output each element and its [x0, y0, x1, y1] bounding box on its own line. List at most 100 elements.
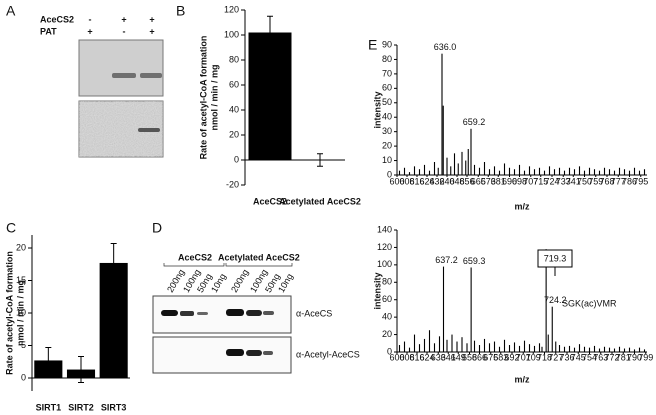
antibody-label: α-AceCS — [296, 308, 332, 318]
x-tick-label: 727 — [548, 352, 563, 362]
x-tick-label: 768 — [599, 176, 614, 186]
y-tick-label: 60 — [229, 79, 239, 89]
x-tick-label: 624 — [419, 352, 434, 362]
y-tick-label: 0 — [387, 346, 392, 356]
x-tick-label: SIRT2 — [68, 402, 94, 412]
panel-label: E — [368, 37, 377, 53]
x-axis-label: m/z — [514, 201, 530, 211]
y-tick-label: 120 — [224, 4, 239, 14]
x-tick-label: 632 — [429, 176, 444, 186]
error-bar — [110, 242, 117, 283]
x-tick-label: 608 — [399, 352, 414, 362]
y-tick-label: 0 — [387, 169, 392, 179]
y-tick-label: 90 — [382, 39, 392, 49]
x-tick-label: 666 — [472, 352, 487, 362]
x-tick-label: AceCS2 — [253, 196, 287, 206]
x-tick-label: 692 — [504, 352, 519, 362]
y-tick-label: 70 — [382, 68, 392, 78]
x-tick-label: 600 — [389, 352, 404, 362]
x-tick-label: 665 — [471, 176, 486, 186]
x-tick-label: 600 — [389, 176, 404, 186]
antibody-label: α-Acetyl-AceCS — [296, 349, 360, 359]
row-label: AceCS2 — [40, 14, 74, 24]
x-tick-label: 641 — [441, 352, 456, 362]
y-tick-label: 100 — [224, 29, 239, 39]
y-axis-label: nmol / min / mg — [209, 64, 219, 130]
x-tick-label: 777 — [611, 176, 626, 186]
x-tick-label: 690 — [502, 176, 517, 186]
blot-band — [263, 351, 273, 355]
y-tick-label: 0 — [234, 154, 239, 164]
x-tick-label: 736 — [559, 352, 574, 362]
bar — [248, 32, 292, 160]
y-tick-label: 10 — [16, 307, 26, 317]
y-tick-label: 100 — [377, 259, 392, 269]
x-tick-label: 733 — [556, 176, 571, 186]
error-bar — [317, 153, 323, 167]
x-tick-label: 698 — [512, 176, 527, 186]
panel-label: C — [6, 220, 16, 236]
x-tick-label: 799 — [638, 352, 653, 362]
x-tick-label: 658 — [462, 352, 477, 362]
blot-band — [226, 309, 244, 316]
group-label: AceCS2 — [178, 252, 212, 262]
y-tick-label: 15 — [16, 275, 26, 285]
y-tick-label: 80 — [382, 54, 392, 64]
x-tick-label: 616 — [409, 352, 424, 362]
group-bracket — [163, 263, 293, 267]
x-tick-label: 701 — [516, 352, 531, 362]
x-tick-label: 724 — [544, 176, 559, 186]
blot-band — [263, 311, 274, 315]
blot-band — [197, 312, 208, 315]
x-tick-label: 673 — [481, 176, 496, 186]
x-tick-label: 707 — [523, 176, 538, 186]
x-tick-label: 616 — [409, 176, 424, 186]
panel-label: B — [176, 3, 185, 19]
x-tick-label: 759 — [588, 176, 603, 186]
x-tick-label: 786 — [622, 176, 637, 186]
x-tick-label: 795 — [633, 176, 648, 186]
peak-label: 659.2 — [463, 117, 486, 127]
x-axis-label: m/z — [514, 374, 530, 384]
peak-label: 724.2 — [544, 295, 567, 305]
x-tick-label: 675 — [483, 352, 498, 362]
y-tick-label: 40 — [382, 312, 392, 322]
x-tick-label: 648 — [449, 176, 464, 186]
blot-band — [246, 310, 262, 316]
x-tick-label: 772 — [604, 352, 619, 362]
y-tick-label: 50 — [382, 97, 392, 107]
x-tick-label: 656 — [459, 176, 474, 186]
y-tick-label: 20 — [16, 242, 26, 252]
peak-label: 637.2 — [435, 255, 458, 265]
error-bar — [267, 15, 273, 50]
blot-band — [226, 349, 244, 356]
x-tick-label: 718 — [537, 352, 552, 362]
gel-band — [140, 73, 162, 78]
peak-label: 659.3 — [463, 256, 486, 266]
y-tick-label: 20 — [382, 329, 392, 339]
sign: - — [89, 14, 92, 24]
gel-band — [138, 128, 160, 132]
y-tick-label: 0 — [21, 372, 26, 382]
sign: - — [123, 26, 126, 36]
panel-label: A — [6, 3, 16, 19]
sign: + — [149, 26, 154, 36]
sign: + — [121, 14, 126, 24]
group-label: Acetylated AceCS2 — [218, 252, 300, 262]
x-tick-label: 709 — [526, 352, 541, 362]
y-tick-label: 140 — [377, 224, 392, 234]
x-tick-label: 745 — [571, 352, 586, 362]
x-tick-label: 790 — [627, 352, 642, 362]
x-tick-label: Acetylated AceCS2 — [279, 196, 361, 206]
y-tick-label: 20 — [382, 140, 392, 150]
gel-image — [78, 39, 164, 97]
y-tick-label: 10 — [382, 155, 392, 165]
x-tick-label: 750 — [577, 176, 592, 186]
gel-band — [112, 73, 136, 78]
x-tick-label: 754 — [582, 352, 597, 362]
x-tick-label: 624 — [419, 176, 434, 186]
y-tick-label: 80 — [229, 54, 239, 64]
y-tick-label: 5 — [21, 340, 26, 350]
x-tick-label: 681 — [491, 176, 506, 186]
